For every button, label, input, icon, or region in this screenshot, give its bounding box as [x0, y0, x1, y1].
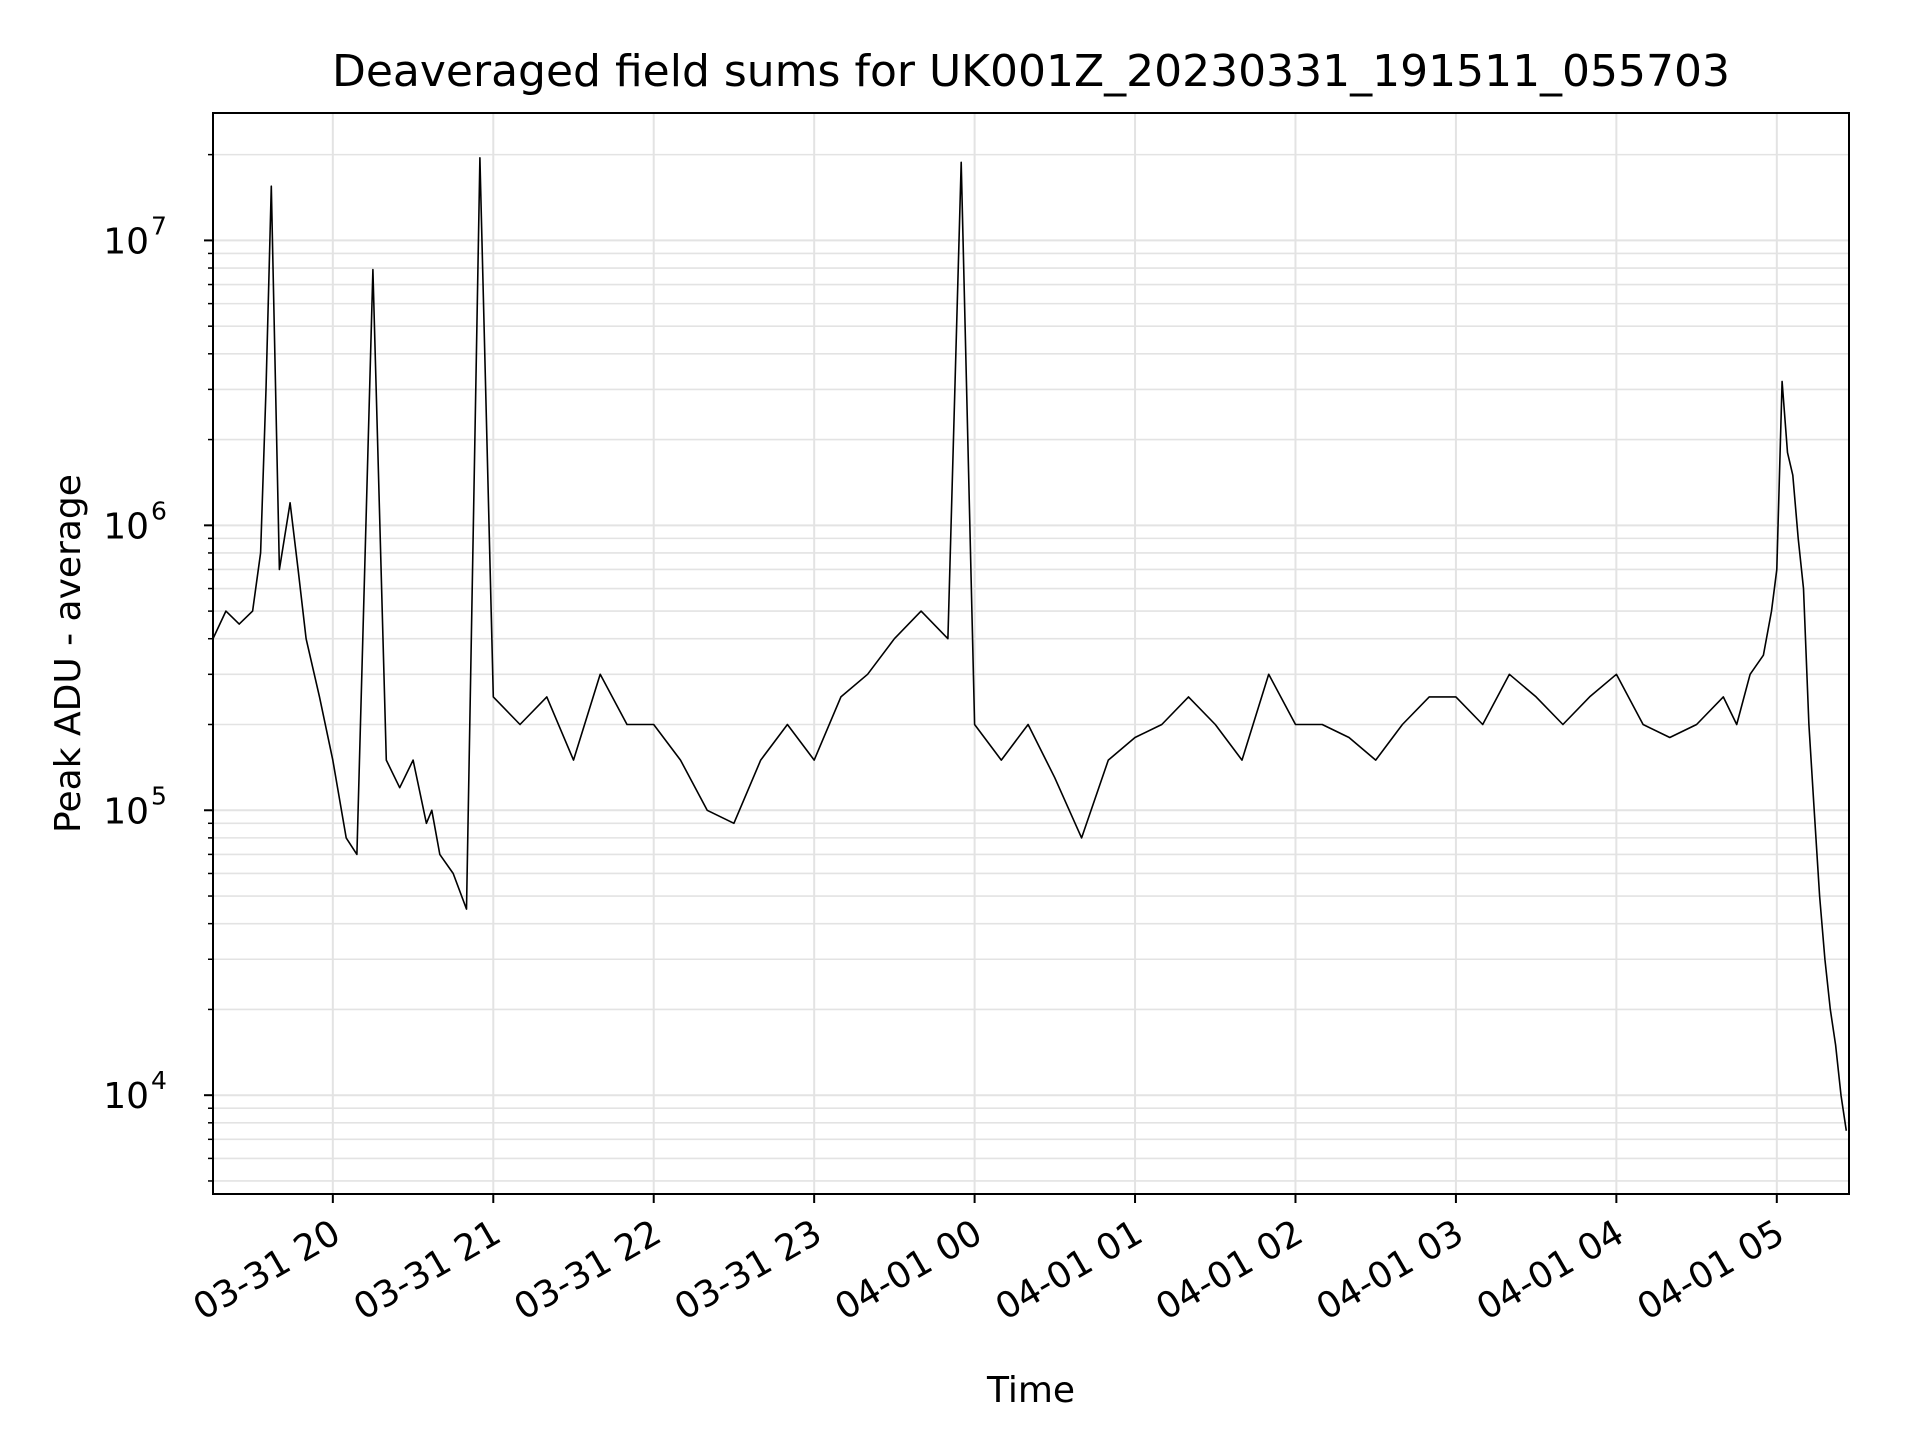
x-tick-label: 04-01 00	[828, 1212, 989, 1328]
y-tick-base: 10	[103, 791, 149, 832]
y-tick-exponent: 6	[151, 496, 167, 525]
x-tick-label: 04-01 05	[1631, 1212, 1792, 1328]
y-tick-label: 10 5	[103, 781, 167, 832]
x-tick-label: 04-01 01	[989, 1212, 1150, 1328]
y-tick-base: 10	[103, 1076, 149, 1117]
chart-title: Deaveraged field sums for UK001Z_2023033…	[332, 46, 1730, 97]
y-tick-label: 10 4	[103, 1066, 167, 1117]
x-tick-label: 04-01 03	[1310, 1212, 1471, 1328]
x-tick-label: 03-31 20	[187, 1212, 348, 1328]
y-tick-exponent: 5	[151, 781, 167, 810]
y-tick-base: 10	[103, 221, 149, 262]
x-tick-label: 04-01 02	[1149, 1212, 1310, 1328]
y-tick-label: 10 7	[103, 211, 167, 262]
x-axis-label: Time	[986, 1370, 1075, 1411]
y-tick-exponent: 4	[151, 1066, 167, 1095]
grid-layer	[213, 113, 1849, 1194]
y-tick-label: 10 6	[103, 496, 167, 547]
x-tick-label: 04-01 04	[1470, 1212, 1631, 1328]
y-tick-exponent: 7	[151, 211, 167, 240]
plot-frame	[212, 112, 1850, 1195]
line-layer	[212, 157, 1848, 1131]
y-axis-label: Peak ADU - average	[48, 474, 89, 833]
x-tick-label: 03-31 22	[508, 1212, 669, 1328]
x-tick-label: 03-31 21	[347, 1212, 508, 1328]
x-tick-label: 03-31 23	[668, 1212, 829, 1328]
y-tick-base: 10	[103, 506, 149, 547]
